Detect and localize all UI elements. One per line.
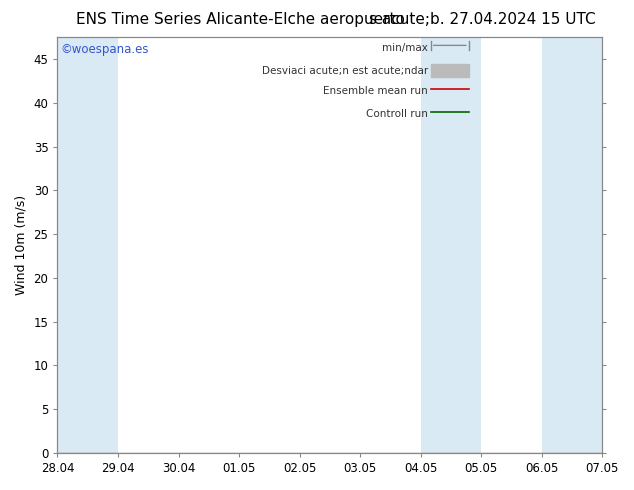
Text: Controll run: Controll run: [366, 109, 428, 119]
Y-axis label: Wind 10m (m/s): Wind 10m (m/s): [15, 195, 28, 295]
Bar: [421, 37, 481, 453]
Bar: [58, 37, 118, 453]
Text: min/max: min/max: [382, 43, 428, 53]
Text: ©woespana.es: ©woespana.es: [60, 43, 149, 56]
Text: Desviaci acute;n est acute;ndar: Desviaci acute;n est acute;ndar: [262, 66, 428, 76]
Bar: [542, 37, 634, 453]
Text: ENS Time Series Alicante-Elche aeropuerto: ENS Time Series Alicante-Elche aeropuert…: [77, 12, 405, 27]
Text: Ensemble mean run: Ensemble mean run: [323, 86, 428, 96]
Text: s acute;b. 27.04.2024 15 UTC: s acute;b. 27.04.2024 15 UTC: [368, 12, 595, 27]
